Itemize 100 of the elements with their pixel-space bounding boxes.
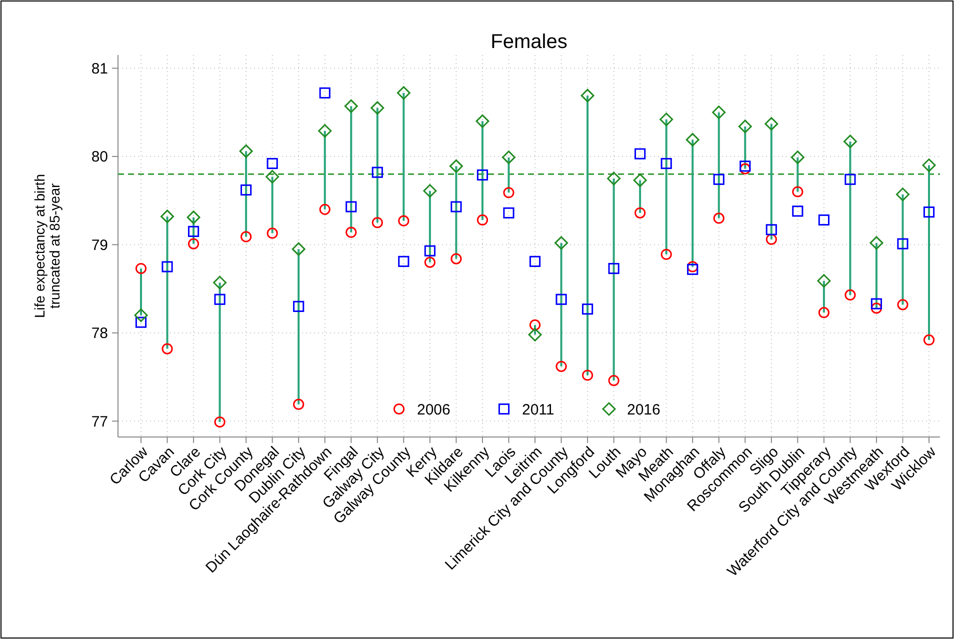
point — [582, 304, 594, 315]
point — [792, 186, 804, 198]
point — [346, 226, 357, 238]
point — [818, 214, 830, 226]
point — [135, 262, 147, 274]
point — [633, 174, 647, 188]
point — [346, 201, 357, 212]
point — [266, 158, 278, 170]
point — [449, 159, 463, 173]
point — [790, 150, 804, 164]
point — [554, 236, 568, 250]
point — [712, 106, 726, 120]
point — [214, 294, 226, 305]
point — [214, 416, 226, 428]
point — [503, 207, 514, 218]
chart-title: Females — [490, 31, 568, 53]
point — [292, 242, 306, 256]
point — [188, 226, 200, 237]
legend-label: 2011 — [522, 401, 554, 418]
point — [686, 132, 700, 146]
point — [870, 302, 882, 314]
point — [293, 300, 304, 312]
point — [818, 307, 830, 318]
point — [608, 262, 620, 274]
point — [764, 117, 778, 131]
point — [476, 169, 488, 181]
point — [766, 234, 777, 245]
point — [738, 120, 752, 134]
point — [528, 328, 542, 342]
point — [476, 114, 490, 128]
point — [503, 187, 514, 198]
point — [450, 253, 462, 264]
point — [240, 231, 252, 242]
point — [740, 163, 751, 174]
point — [529, 319, 541, 331]
point — [923, 206, 935, 218]
point — [792, 206, 804, 217]
point — [844, 289, 856, 301]
point — [319, 87, 330, 98]
point — [186, 210, 200, 224]
point — [266, 170, 280, 184]
y-tick-label: 80 — [91, 148, 108, 166]
point — [556, 294, 567, 305]
point — [162, 343, 173, 354]
y-axis-title: Life expectancy at birth truncated at 85-year — [31, 174, 63, 318]
point — [740, 160, 751, 172]
point — [844, 174, 856, 185]
point — [870, 298, 882, 310]
point — [160, 210, 174, 224]
point — [398, 256, 410, 267]
point — [660, 112, 674, 126]
point — [213, 276, 227, 290]
point — [923, 334, 935, 346]
point — [450, 201, 462, 212]
point — [396, 86, 410, 100]
point — [660, 248, 672, 260]
point — [896, 188, 910, 202]
point — [502, 150, 516, 164]
point — [424, 256, 436, 268]
point — [319, 204, 330, 215]
point — [476, 214, 488, 226]
point — [582, 370, 594, 381]
point — [580, 88, 594, 102]
legend-label: 2006 — [417, 401, 450, 418]
point — [293, 398, 304, 410]
point — [556, 360, 567, 372]
point — [398, 215, 410, 226]
point — [843, 134, 857, 148]
point — [344, 99, 358, 113]
point — [687, 264, 698, 275]
point — [239, 144, 253, 158]
point — [766, 224, 777, 236]
point — [370, 101, 384, 115]
point — [660, 158, 672, 170]
point — [713, 174, 724, 185]
point — [634, 148, 646, 160]
point — [372, 166, 383, 178]
point — [318, 124, 332, 138]
point — [423, 184, 437, 198]
point — [897, 238, 908, 250]
point — [135, 316, 147, 328]
point — [266, 228, 278, 239]
point — [817, 274, 831, 288]
point — [372, 217, 383, 228]
point — [424, 245, 436, 256]
point — [134, 308, 148, 322]
point — [188, 238, 200, 250]
y-tick-label: 77 — [91, 413, 108, 430]
point — [713, 212, 724, 224]
point — [608, 374, 620, 386]
point — [240, 184, 252, 196]
point — [870, 236, 884, 250]
point — [897, 299, 908, 310]
legend-label: 2016 — [627, 401, 660, 418]
point — [607, 172, 621, 186]
y-tick-label: 79 — [91, 236, 108, 254]
point — [162, 261, 173, 272]
y-tick-label: 78 — [91, 325, 108, 342]
point — [922, 158, 936, 172]
point — [634, 207, 646, 218]
